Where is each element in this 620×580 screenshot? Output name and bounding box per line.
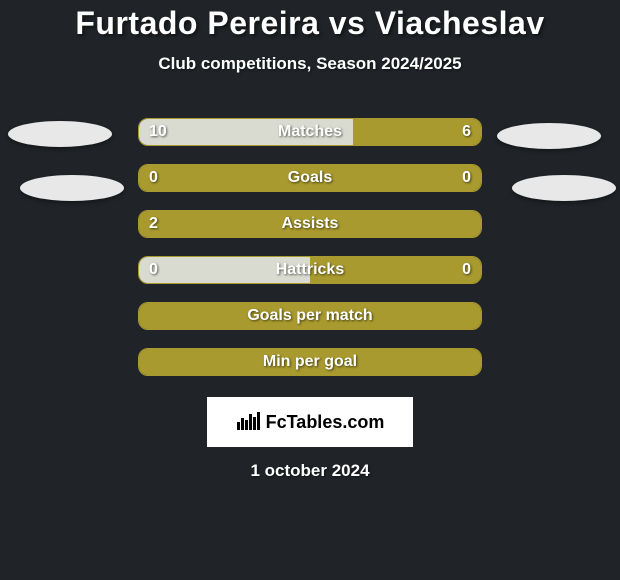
stat-bar: Goals0 0 — [138, 164, 482, 192]
stat-bar: Matches10 6 — [138, 118, 482, 146]
stat-row: Min per goal — [0, 339, 620, 385]
page-title: Furtado Pereira vs Viacheslav — [0, 5, 620, 42]
stat-label: Goals — [139, 165, 481, 191]
stat-label: Min per goal — [139, 349, 481, 375]
date-label: 1 october 2024 — [0, 461, 620, 481]
stat-bar: Hattricks0 0 — [138, 256, 482, 284]
stat-label: Hattricks — [139, 257, 481, 283]
stat-row: Assists2 — [0, 201, 620, 247]
stats-area: Matches106Goals00Assists2Hattricks00Goal… — [0, 109, 620, 385]
stat-value-right: 6 — [462, 119, 471, 145]
stat-value-right: 0 — [462, 257, 471, 283]
stat-value-left: 0 — [149, 257, 158, 283]
stat-row: Goals0 0 — [0, 155, 620, 201]
stat-value-left: 10 — [149, 119, 167, 145]
comparison-card: Furtado Pereira vs Viacheslav Club compe… — [0, 0, 620, 481]
stat-label: Matches — [139, 119, 481, 145]
stat-bar: Goals per match — [138, 302, 482, 330]
source-badge: FcTables.com — [207, 397, 413, 447]
chart-icon — [236, 410, 262, 435]
stat-label: Goals per match — [139, 303, 481, 329]
stat-value-left: 2 — [149, 211, 158, 237]
subtitle: Club competitions, Season 2024/2025 — [0, 54, 620, 74]
stat-row: Matches10 6 — [0, 109, 620, 155]
stat-bar: Assists2 — [138, 210, 482, 238]
stat-bar: Min per goal — [138, 348, 482, 376]
stat-value-right: 0 — [462, 165, 471, 191]
stat-label: Assists — [139, 211, 481, 237]
badge-text: FcTables.com — [266, 412, 385, 433]
stat-value-left: 0 — [149, 165, 158, 191]
stat-row: Goals per match — [0, 293, 620, 339]
stat-row: Hattricks0 0 — [0, 247, 620, 293]
